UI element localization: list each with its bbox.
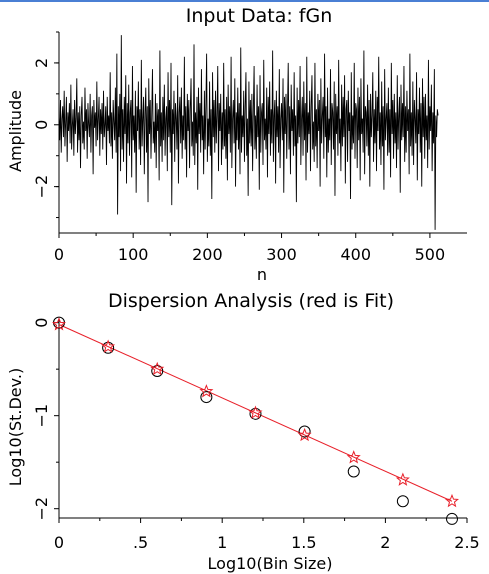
chart2-xtick-label: 2.5 xyxy=(454,533,479,552)
chart1-ytick-label: 2 xyxy=(32,58,51,68)
chart2-xtick-label: .5 xyxy=(133,533,148,552)
chart2-data-point xyxy=(200,391,213,404)
chart2-data-point xyxy=(151,365,164,378)
chart2-fit-point xyxy=(101,339,116,353)
chart2-fit-point xyxy=(444,493,459,508)
chart2-data-point xyxy=(396,495,409,508)
chart2-title: Dispersion Analysis (red is Fit) xyxy=(108,290,394,312)
chart1-ytick-label: −2 xyxy=(32,175,51,199)
chart2-ytick-label: −1 xyxy=(32,404,51,428)
chart1-xtick-label: 400 xyxy=(340,245,371,264)
chart1-title: Input Data: fGn xyxy=(186,5,333,27)
chart-input-data: Input Data: fGn 0 100 200 300 400 500 2 0 −2 n A… xyxy=(6,5,467,284)
chart2-fit-point xyxy=(248,405,263,419)
chart2-xtick-label: 1.5 xyxy=(291,533,316,552)
chart2-data-point xyxy=(102,341,115,354)
chart1-xtick-label: 100 xyxy=(118,245,149,264)
chart1-xlabel: n xyxy=(257,265,267,284)
chart1-xtick-label: 500 xyxy=(415,245,446,264)
chart1-ylabel: Amplitude xyxy=(6,90,25,172)
chart2-xtick-label: 2 xyxy=(380,533,390,552)
chart2-xtick-label: 0 xyxy=(54,533,64,552)
chart2-xtick-label: 1 xyxy=(217,533,227,552)
chart2-ytick-label: 0 xyxy=(32,318,51,328)
window-top-edge xyxy=(0,0,489,2)
chart2-fit-point xyxy=(297,427,312,442)
chart2-fit-point xyxy=(199,384,214,398)
chart2-fit-point xyxy=(150,361,165,376)
chart2-data-point xyxy=(298,425,311,438)
chart1-series-line xyxy=(58,35,439,230)
chart-dispersion-analysis: Dispersion Analysis (red is Fit) 0 .5 1 1.5… xyxy=(6,290,480,573)
chart2-data-point xyxy=(249,407,262,420)
chart2-xlabel: Log10(Bin Size) xyxy=(208,554,333,573)
chart1-ytick-label: 0 xyxy=(32,120,51,130)
chart1-xtick-label: 200 xyxy=(192,245,223,264)
chart1-xtick-label: 0 xyxy=(54,245,64,264)
chart2-fit-point xyxy=(51,317,67,331)
chart1-xtick-label: 300 xyxy=(266,245,297,264)
chart2-ytick-label: −2 xyxy=(32,497,51,521)
chart2-data-point xyxy=(347,465,360,478)
chart2-fit-line xyxy=(58,324,453,502)
chart2-ylabel: Log10(St.Dev.) xyxy=(6,368,25,486)
chart2-fit-point xyxy=(395,472,410,486)
chart2-fit-point xyxy=(346,450,361,464)
chart2-data-point xyxy=(445,512,458,525)
